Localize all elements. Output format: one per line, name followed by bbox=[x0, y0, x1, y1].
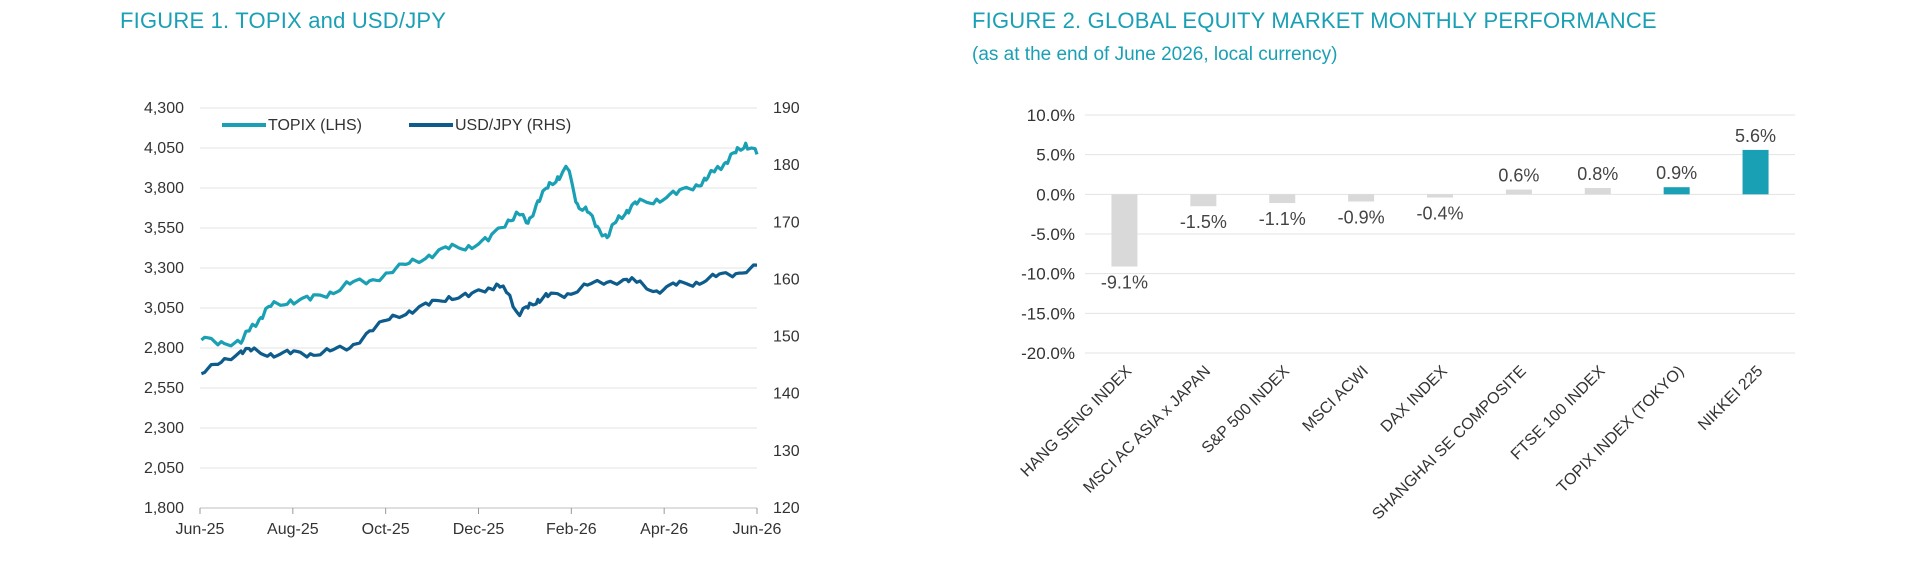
y-tick-label: -5.0% bbox=[1031, 225, 1075, 244]
x-tick-label: Oct-25 bbox=[362, 521, 410, 538]
bar bbox=[1111, 194, 1138, 267]
data-label: 0.6% bbox=[1498, 166, 1539, 186]
series-line-usdjpy bbox=[200, 263, 758, 376]
y-tick-label: 5.0% bbox=[1036, 146, 1075, 165]
y-tick-label: 10.0% bbox=[1027, 106, 1075, 125]
y-right-tick-label: 190 bbox=[773, 100, 800, 117]
y-left-tick-label: 4,300 bbox=[144, 100, 184, 117]
data-label: -9.1% bbox=[1101, 273, 1148, 293]
category-label: MSCI AC ASIA x JAPAN bbox=[1080, 363, 1214, 497]
x-tick-label: Apr-26 bbox=[640, 521, 688, 538]
category-label: SHANGHAI SE COMPOSITE bbox=[1369, 363, 1529, 523]
x-tick-label: Jun-26 bbox=[733, 521, 782, 538]
x-tick-label: Aug-25 bbox=[267, 521, 319, 538]
x-tick-label: Dec-25 bbox=[453, 521, 505, 538]
legend-label: USD/JPY (RHS) bbox=[455, 117, 571, 134]
data-label: -0.4% bbox=[1416, 204, 1463, 224]
data-label: -1.1% bbox=[1259, 209, 1306, 229]
y-left-tick-label: 3,300 bbox=[144, 260, 184, 277]
y-right-tick-label: 140 bbox=[773, 386, 800, 403]
y-tick-label: -15.0% bbox=[1021, 304, 1075, 323]
bar bbox=[1427, 194, 1453, 198]
y-right-tick-label: 130 bbox=[773, 443, 800, 460]
data-label: -0.9% bbox=[1338, 207, 1385, 227]
y-tick-label: -10.0% bbox=[1021, 265, 1075, 284]
data-label: -1.5% bbox=[1180, 212, 1227, 232]
x-tick-label: Feb-26 bbox=[546, 521, 597, 538]
bar bbox=[1505, 189, 1532, 195]
category-label: NIKKEI 225 bbox=[1695, 363, 1766, 434]
y-tick-label: 0.0% bbox=[1036, 185, 1075, 204]
figure2-subtitle: (as at the end of June 2026, local curre… bbox=[972, 44, 1338, 65]
y-right-tick-label: 120 bbox=[773, 500, 800, 517]
y-left-tick-label: 2,050 bbox=[144, 460, 184, 477]
y-left-tick-label: 3,550 bbox=[144, 220, 184, 237]
figure2-title: FIGURE 2. GLOBAL EQUITY MARKET MONTHLY P… bbox=[972, 8, 1657, 33]
y-left-tick-label: 1,800 bbox=[144, 500, 184, 517]
bar bbox=[1663, 187, 1690, 195]
data-label: 0.9% bbox=[1656, 163, 1697, 183]
bar bbox=[1348, 194, 1375, 202]
category-label: S&P 500 INDEX bbox=[1199, 363, 1293, 457]
y-left-tick-label: 2,550 bbox=[144, 380, 184, 397]
y-left-tick-label: 3,800 bbox=[144, 180, 184, 197]
data-label: 0.8% bbox=[1577, 164, 1618, 184]
y-right-tick-label: 160 bbox=[773, 271, 800, 288]
y-tick-label: -20.0% bbox=[1021, 344, 1075, 363]
y-left-tick-label: 2,800 bbox=[144, 340, 184, 357]
bar bbox=[1190, 194, 1217, 207]
category-label: DAX INDEX bbox=[1378, 363, 1451, 436]
data-label: 5.6% bbox=[1735, 126, 1776, 146]
category-label: TOPIX INDEX (TOKYO) bbox=[1554, 363, 1688, 497]
y-left-tick-label: 4,050 bbox=[144, 140, 184, 157]
y-right-tick-label: 150 bbox=[773, 329, 800, 346]
bar bbox=[1584, 187, 1611, 195]
figure1-title: FIGURE 1. TOPIX and USD/JPY bbox=[120, 8, 447, 33]
bar bbox=[1742, 149, 1769, 195]
y-left-tick-label: 2,300 bbox=[144, 420, 184, 437]
y-right-tick-label: 170 bbox=[773, 214, 800, 231]
series-line-topix bbox=[200, 141, 759, 348]
y-left-tick-label: 3,050 bbox=[144, 300, 184, 317]
x-tick-label: Jun-25 bbox=[176, 521, 225, 538]
legend-label: TOPIX (LHS) bbox=[268, 117, 362, 134]
category-label: MSCI ACWI bbox=[1300, 363, 1372, 435]
bar bbox=[1269, 194, 1296, 204]
y-right-tick-label: 180 bbox=[773, 157, 800, 174]
